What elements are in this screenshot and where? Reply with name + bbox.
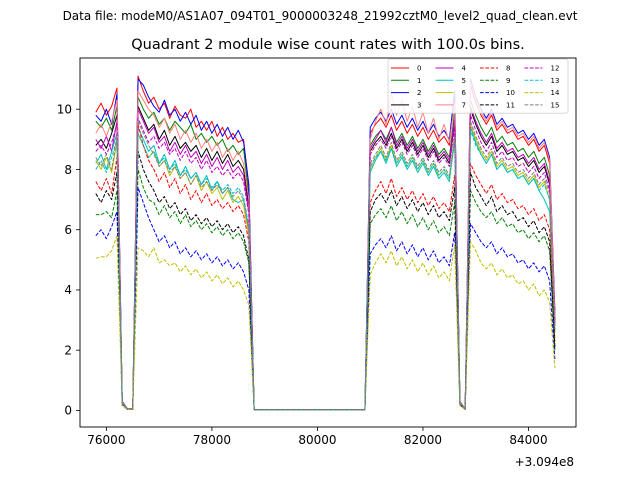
legend-label-8: 8 [506, 65, 510, 73]
legend-label-7: 7 [462, 101, 466, 109]
legend-label-0: 0 [417, 65, 421, 73]
y-tick-label: 4 [64, 283, 72, 297]
legend-frame [387, 58, 569, 114]
legend-label-14: 14 [551, 89, 560, 97]
legend-label-11: 11 [506, 101, 515, 109]
y-tick-label: 0 [64, 404, 72, 418]
legend-label-9: 9 [506, 77, 510, 85]
series-line-15 [95, 120, 556, 411]
y-tick-label: 10 [57, 103, 72, 117]
x-axis: 76000 78000 80000 82000 84000 [87, 427, 548, 447]
x-offset-label: +3.094e8 [515, 455, 574, 469]
series-line-14 [95, 235, 556, 411]
legend-label-1: 1 [417, 77, 421, 85]
legend-label-2: 2 [417, 89, 421, 97]
y-tick-label: 8 [64, 163, 72, 177]
series-layer [95, 75, 556, 411]
series-line-11 [95, 150, 556, 411]
axes-frame [79, 57, 577, 428]
y-tick-label: 6 [64, 223, 72, 237]
y-axis: 0 2 4 6 8 10 [57, 103, 80, 418]
legend-label-3: 3 [417, 101, 421, 109]
chart-title: Quadrant 2 module wise count rates with … [131, 37, 525, 53]
x-tick-label: 84000 [509, 433, 547, 447]
x-tick-label: 80000 [298, 433, 336, 447]
x-tick-label: 76000 [87, 433, 125, 447]
figure-suptitle: Data file: modeM0/AS1A07_094T01_90000032… [63, 9, 578, 23]
y-tick-label: 2 [64, 343, 72, 357]
legend-label-5: 5 [462, 77, 466, 85]
legend-label-13: 13 [551, 77, 560, 85]
legend-label-15: 15 [551, 101, 560, 109]
x-tick-label: 82000 [404, 433, 442, 447]
legend-label-10: 10 [506, 89, 515, 97]
legend-label-4: 4 [462, 65, 467, 73]
x-tick-label: 78000 [193, 433, 231, 447]
legend-label-12: 12 [551, 65, 560, 73]
legend-label-6: 6 [462, 89, 467, 97]
